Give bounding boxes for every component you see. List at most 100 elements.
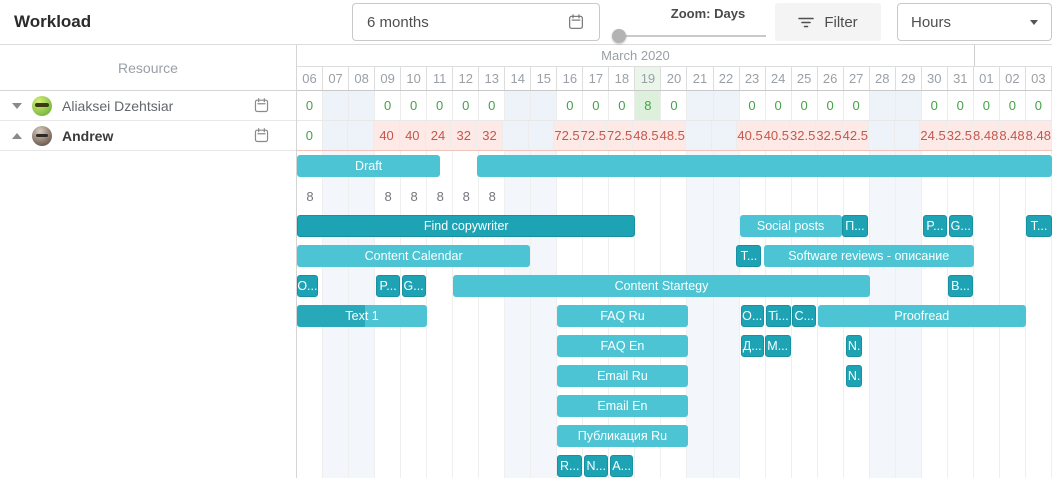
- task-bar-b[interactable]: B...: [947, 275, 974, 297]
- grid-cell: [1026, 301, 1052, 331]
- task-bar-label: N.: [847, 369, 861, 383]
- task-bar-social-posts[interactable]: Social posts: [739, 215, 842, 237]
- workload-cell: 0: [427, 91, 454, 120]
- task-bar-draft[interactable]: Draft: [297, 155, 441, 177]
- grid-cell: [401, 331, 428, 361]
- grid-cell: [1000, 361, 1026, 391]
- grid-cell: [453, 421, 480, 451]
- day-header-row: 06 07 08 09 10 11 12 13 14 15 16 17 18 19 20 21 22 23 24 25…: [297, 67, 1052, 91]
- task-bar-g[interactable]: G...: [948, 215, 973, 237]
- task-bar-n[interactable]: N.: [845, 365, 863, 387]
- task-bar-faq-en[interactable]: FAQ En: [557, 335, 688, 357]
- task-bar-p[interactable]: P...: [376, 275, 401, 297]
- zoom-label: Zoom: Days: [670, 6, 746, 21]
- expander-icon[interactable]: [12, 132, 22, 139]
- grid-cell: [401, 391, 428, 421]
- grid-cell: [505, 391, 532, 421]
- grid-cell: [479, 451, 506, 478]
- grid-cell: [740, 391, 766, 421]
- workload-cell: 32: [451, 121, 478, 150]
- task-bar-label: FAQ Ru: [600, 309, 645, 323]
- task-bar-r[interactable]: R...: [557, 455, 583, 477]
- task-bar-unnamed[interactable]: [477, 155, 1052, 177]
- resource-calendar-icon[interactable]: [253, 97, 270, 114]
- task-bar-публикация-ru[interactable]: Публикация Ru: [557, 425, 688, 447]
- resource-row-andrew[interactable]: Andrew: [0, 121, 296, 151]
- workload-cell: 0: [583, 91, 610, 120]
- grid-cell: [531, 421, 558, 451]
- resource-calendar-icon[interactable]: [253, 127, 270, 144]
- task-row-8: Email En: [297, 391, 1052, 421]
- grid-cell: [661, 181, 688, 211]
- task-bar-label: Публикация Ru: [577, 429, 668, 443]
- timeline-body: 0 0 0 0 0 0 0 0 0 8 0 0 0 0 0 0 0 0 0 0 0 0 40 40 24 32 32 72.5 72.5…: [297, 91, 1052, 478]
- grid-cell: [1026, 451, 1052, 478]
- task-bar-p[interactable]: P...: [922, 215, 948, 237]
- task-bar-faq-ru[interactable]: FAQ Ru: [557, 305, 688, 327]
- task-row-2: Find copywriter Social posts П... P... G... T…: [297, 211, 1052, 241]
- task-bar-email-ru[interactable]: Email Ru: [557, 365, 688, 387]
- grid-cell: [895, 361, 922, 391]
- grid-cell: [505, 181, 532, 211]
- task-row-10: R... N... A...: [297, 451, 1052, 478]
- grid-background: [297, 451, 1052, 478]
- task-bar-label: Draft: [355, 159, 383, 173]
- grid-cell: [557, 241, 584, 271]
- task-bar-t[interactable]: T...: [736, 245, 762, 267]
- grid-cell: [505, 421, 532, 451]
- units-select[interactable]: Hours: [897, 3, 1052, 41]
- grid-cell: [401, 181, 428, 211]
- task-bar-o[interactable]: O...: [740, 305, 764, 327]
- grid-cell: [375, 271, 402, 301]
- period-select[interactable]: 6 months: [352, 3, 600, 41]
- grid-cell: [427, 151, 454, 181]
- toolbar: Workload 6 months Zoom: Days: [0, 0, 1052, 45]
- grid-cell: [1000, 181, 1026, 211]
- grid-cell: [766, 391, 792, 421]
- task-bar-t[interactable]: T...: [1025, 215, 1052, 237]
- task-bar-м[interactable]: М...: [764, 335, 791, 357]
- day-header-03: 03: [1025, 67, 1052, 90]
- workload-cell: [505, 91, 532, 120]
- grid-cell: [792, 421, 818, 451]
- task-bar-a[interactable]: A...: [610, 455, 633, 477]
- task-bar-g[interactable]: G...: [401, 275, 426, 297]
- grid-background: [297, 331, 1052, 361]
- zoom-slider-track[interactable]: [619, 35, 766, 37]
- task-bar-find-copywriter[interactable]: Find copywriter: [297, 215, 636, 237]
- task-bar-п[interactable]: П...: [841, 215, 869, 237]
- task-bar-text-1[interactable]: Text 1: [297, 305, 428, 327]
- grid-cell: [713, 451, 740, 478]
- filter-button[interactable]: Filter: [775, 3, 881, 41]
- day-header-16: 16: [557, 67, 584, 90]
- task-bar-label: Content Startegy: [614, 279, 709, 293]
- grid-cell: [401, 361, 428, 391]
- grid-cell: [557, 451, 584, 478]
- task-bar-ti[interactable]: Ti...: [766, 305, 791, 327]
- task-bar-email-en[interactable]: Email En: [557, 395, 688, 417]
- avatar: [32, 95, 52, 116]
- grid-cell: [974, 391, 1000, 421]
- resource-row-aliaksei-dzehtsiar[interactable]: Aliaksei Dzehtsiar: [0, 91, 296, 121]
- expander-icon[interactable]: [12, 102, 22, 109]
- zoom-slider[interactable]: [612, 29, 770, 43]
- task-bar-n[interactable]: N...: [584, 455, 609, 477]
- day-header-30: 30: [921, 67, 948, 90]
- task-bar-content-calendar[interactable]: Content Calendar: [297, 245, 531, 267]
- task-bar-n[interactable]: N.: [845, 335, 863, 357]
- zoom-slider-handle[interactable]: [612, 29, 626, 43]
- grid-cell: [766, 451, 792, 478]
- task-bar-c[interactable]: C...: [792, 305, 817, 327]
- grid-background: [297, 361, 1052, 391]
- day-header-28: 28: [869, 67, 896, 90]
- task-bar-content-startegy[interactable]: Content Startegy: [453, 275, 870, 297]
- zoom-control: Zoom: Days: [612, 6, 770, 43]
- task-hours-value: 8: [488, 188, 496, 204]
- task-bar-proofread[interactable]: Proofread: [817, 305, 1026, 327]
- task-bar-o[interactable]: O...: [297, 275, 318, 297]
- task-bar-д[interactable]: Д...: [740, 335, 764, 357]
- task-bar-software-reviews-описание[interactable]: Software reviews - описание: [763, 245, 974, 267]
- workload-cell: 0: [1026, 91, 1052, 120]
- grid-cell: [297, 451, 324, 478]
